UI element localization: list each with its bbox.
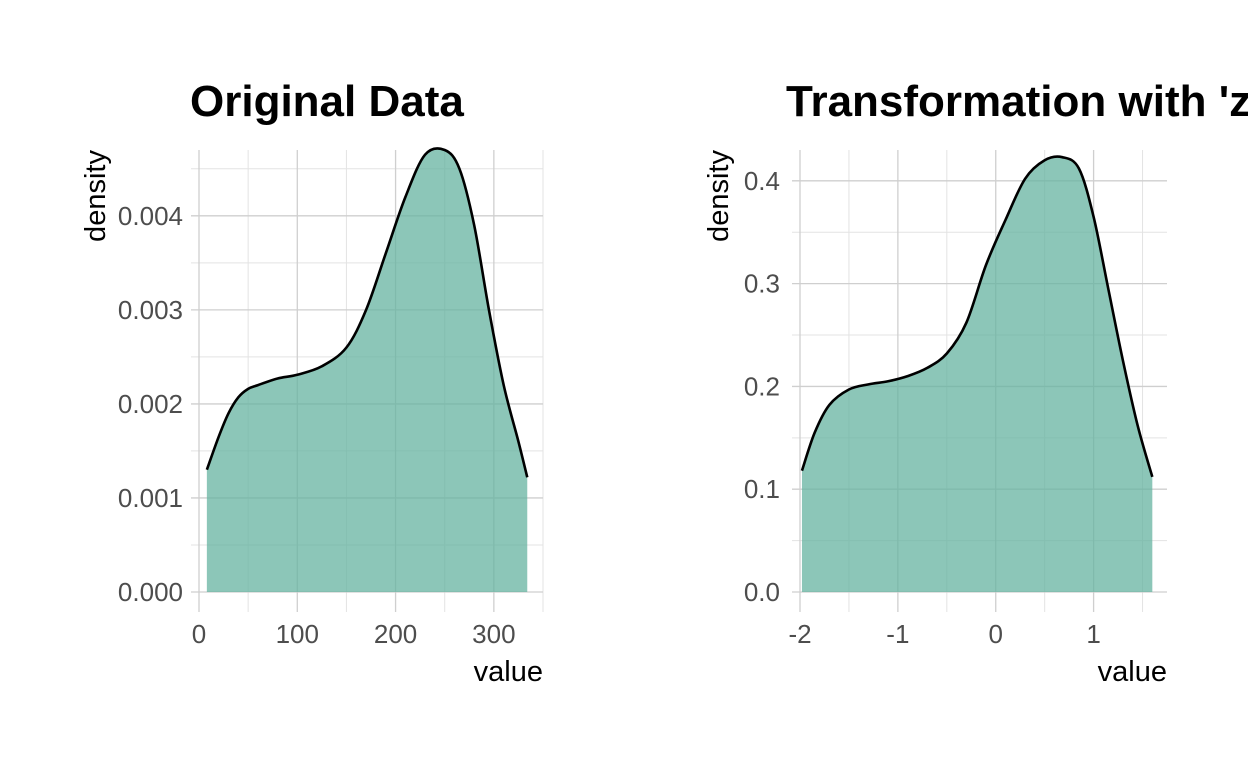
y-tick-label: 0.001 <box>118 483 183 513</box>
y-axis-label: density <box>80 150 112 242</box>
chart-title: Original Data <box>190 77 464 126</box>
density-area <box>206 148 528 592</box>
density-curve <box>800 155 1154 478</box>
y-tick-label: 0.2 <box>744 371 780 401</box>
chart-panel-zscore: 0.0 0.1 0.2 0.3 0.4 -2 -1 0 1 Transformation wi… <box>703 77 1248 688</box>
y-axis-label: density <box>703 150 735 242</box>
x-tick-label: 0 <box>192 619 206 649</box>
x-tick-label: 100 <box>276 619 319 649</box>
y-tick-label: 0.1 <box>744 474 780 504</box>
x-tick-label: 0 <box>988 619 1002 649</box>
y-tick-label: 0.004 <box>118 201 183 231</box>
x-tick-label: 200 <box>374 619 417 649</box>
x-tick-labels: -2 -1 0 1 <box>788 619 1100 649</box>
x-tick-label: 300 <box>472 619 515 649</box>
density-area <box>801 156 1153 592</box>
y-tick-label: 0.002 <box>118 389 183 419</box>
density-curve <box>205 147 529 478</box>
y-tick-label: 0.0 <box>744 577 780 607</box>
x-tick-label: -1 <box>886 619 909 649</box>
chart-panel-original: 0.000 0.001 0.002 0.003 0.004 0 100 200 300 Ori… <box>80 77 544 688</box>
chart-title: Transformation with 'zsc <box>786 77 1248 126</box>
x-tick-label: 1 <box>1086 619 1100 649</box>
x-axis-label: value <box>474 656 543 688</box>
y-tick-label: 0.4 <box>744 166 780 196</box>
y-tick-label: 0.003 <box>118 295 183 325</box>
x-axis-label: value <box>1098 656 1167 688</box>
x-tick-labels: 0 100 200 300 <box>192 619 516 649</box>
y-tick-labels: 0.000 0.001 0.002 0.003 0.004 <box>118 201 183 607</box>
y-tick-labels: 0.0 0.1 0.2 0.3 0.4 <box>744 166 780 607</box>
x-tick-label: -2 <box>788 619 811 649</box>
y-tick-label: 0.3 <box>744 269 780 299</box>
y-tick-label: 0.000 <box>118 577 183 607</box>
